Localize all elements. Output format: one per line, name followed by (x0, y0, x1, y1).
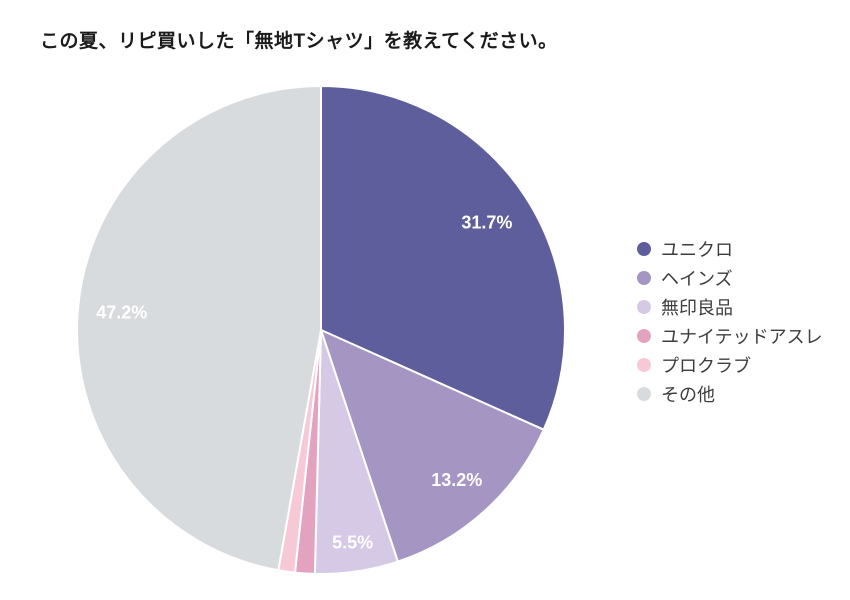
chart-title: この夏、リピ買いした「無地Tシャツ」を教えてください。 (40, 31, 558, 52)
legend-label: その他 (661, 384, 715, 405)
slice-percentage-label: 47.2% (96, 302, 147, 322)
legend-swatch-icon (637, 328, 651, 343)
slice-percentage-label: 5.5% (332, 532, 373, 552)
legend-item-pro-club: プロクラブ (637, 350, 823, 379)
slice-percentage-label: 13.2% (431, 470, 482, 490)
pie-slice-1 (320, 85, 567, 431)
slice-percentage-label: 31.7% (461, 213, 512, 233)
pie-chart: 31.7% 13.2% 5.5% 47.2% (76, 85, 567, 575)
legend-label: 無印良品 (661, 297, 733, 318)
legend-item-others: その他 (637, 379, 823, 408)
legend-label: ユニクロ (661, 239, 733, 260)
legend-label: ヘインズ (661, 268, 733, 289)
legend-item-hanes: ヘインズ (637, 263, 823, 292)
legend: ユニクロ ヘインズ 無印良品 ユナイテッドアスレ プロクラブ その他 (637, 234, 823, 408)
pie-slice-6 (76, 85, 322, 572)
legend-item-united-athle: ユナイテッドアスレ (637, 321, 823, 350)
legend-item-muji: 無印良品 (637, 292, 823, 321)
legend-swatch-icon (637, 357, 651, 372)
legend-swatch-icon (637, 299, 651, 314)
legend-swatch-icon (637, 270, 651, 285)
pie-slice-2 (320, 329, 545, 563)
legend-swatch-icon (637, 386, 651, 401)
legend-label: プロクラブ (661, 355, 751, 376)
legend-item-uniqlo: ユニクロ (637, 234, 823, 263)
legend-swatch-icon (637, 241, 651, 256)
legend-label: ユナイテッドアスレ (661, 326, 823, 347)
